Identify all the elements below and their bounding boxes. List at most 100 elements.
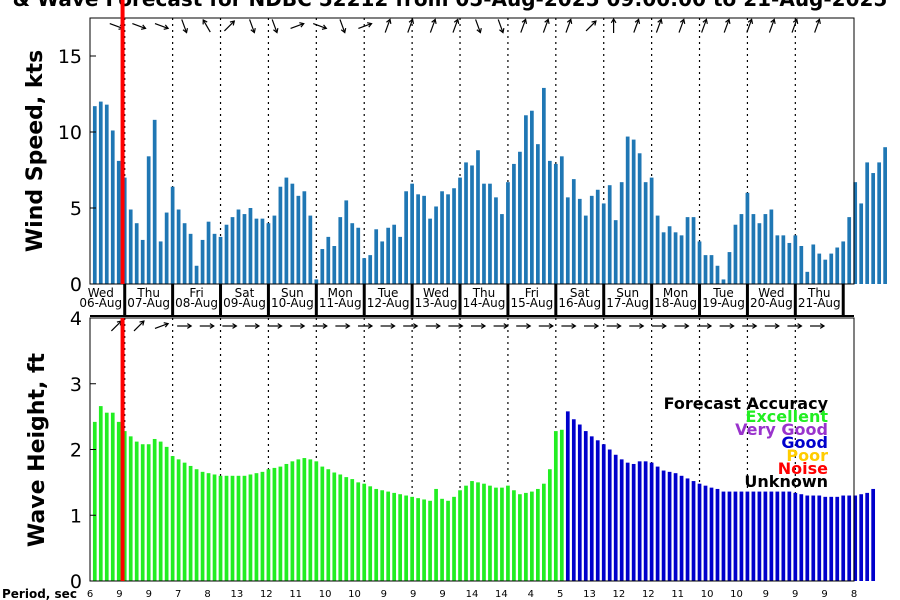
wave-bar <box>386 491 391 581</box>
wave-bar <box>170 456 175 581</box>
wind-bar <box>452 188 456 284</box>
wave-bar <box>458 490 462 581</box>
direction-arrow-head <box>277 323 283 329</box>
wave-bar <box>841 495 846 581</box>
wind-bar <box>811 244 816 284</box>
wave-bar <box>278 466 283 581</box>
wind-bar <box>793 235 798 284</box>
wind-bar <box>392 224 397 284</box>
legend-item: Unknown <box>744 472 828 491</box>
wave-bar <box>98 406 103 581</box>
wind-bar <box>739 214 744 284</box>
wind-bar <box>158 241 163 284</box>
wave-bar <box>284 463 289 581</box>
wave-bar <box>703 485 708 581</box>
wind-bar <box>218 236 223 284</box>
wave-bar <box>188 465 193 581</box>
wave-bar <box>751 491 756 581</box>
direction-arrow <box>633 19 640 33</box>
wind-bar <box>110 130 115 284</box>
direction-arrow <box>655 19 662 33</box>
wind-bar <box>595 189 600 284</box>
period-label: 7 <box>175 589 181 600</box>
direction-arrow-head <box>679 18 686 24</box>
wave-bar <box>853 495 858 581</box>
wind-bar <box>518 151 522 284</box>
direction-arrow-head <box>521 18 528 24</box>
wave-bar <box>122 431 127 581</box>
wind-bar <box>703 255 708 284</box>
wind-bar <box>805 271 810 284</box>
wave-bar <box>230 475 235 581</box>
wave-bar <box>470 481 474 581</box>
wind-bar <box>410 183 414 284</box>
wind-bar <box>721 279 726 284</box>
day-name: Sun <box>616 286 639 300</box>
wave-bar <box>583 431 588 581</box>
wave-y-ticks: 0 1 2 3 4 <box>70 308 96 593</box>
wave-bar <box>673 473 678 581</box>
day-date: 15-Aug <box>510 296 553 310</box>
wave-bar <box>482 483 486 581</box>
wind-bar <box>122 177 127 284</box>
wave-bar <box>158 441 163 581</box>
wave-y-tick-label: 2 <box>70 440 82 462</box>
wave-bar <box>691 481 696 581</box>
wave-bar <box>434 488 438 581</box>
wind-bar <box>92 106 97 284</box>
direction-arrow <box>565 19 572 33</box>
wind-bar <box>374 229 379 284</box>
day-date: 12-Aug <box>367 296 410 310</box>
wind-bar <box>176 209 181 284</box>
wave-bar <box>338 474 343 581</box>
direction-arrow <box>497 19 504 33</box>
wave-bar <box>607 449 612 581</box>
wind-bar <box>482 183 486 284</box>
wind-bar <box>847 217 852 284</box>
period-label: 11 <box>671 589 684 600</box>
wind-bar <box>781 235 786 284</box>
wave-bar <box>781 491 786 581</box>
wind-bar <box>673 232 678 284</box>
direction-arrow-head <box>526 323 532 329</box>
wave-bar <box>362 483 367 581</box>
wind-y-tick-label: 0 <box>70 274 82 296</box>
wave-bar <box>619 459 624 581</box>
wind-bar <box>859 203 864 284</box>
direction-arrow-head <box>774 323 780 329</box>
direction-arrow-head <box>571 323 577 329</box>
wind-bar <box>613 220 618 284</box>
wave-bars <box>92 406 876 581</box>
wave-bar <box>302 458 307 581</box>
direction-arrow-head <box>548 323 554 329</box>
wind-bar <box>398 236 403 284</box>
wave-bar <box>182 462 187 581</box>
wave-bar <box>440 498 444 581</box>
period-label: 8 <box>851 589 857 600</box>
period-label: 5 <box>557 589 563 600</box>
direction-arrow-head <box>725 18 731 24</box>
wind-bar <box>841 241 846 284</box>
wave-bar <box>410 496 414 581</box>
direction-arrow-head <box>453 18 460 24</box>
wind-bar <box>290 183 295 284</box>
wave-bar <box>452 496 456 581</box>
direction-arrow-head <box>706 323 713 329</box>
wave-bar <box>787 491 792 581</box>
wind-bar <box>314 279 319 284</box>
direction-arrow-head <box>729 323 735 329</box>
direction-arrow-head <box>182 28 189 34</box>
wind-day-gridlines <box>124 18 796 284</box>
direction-arrow-head <box>187 323 193 329</box>
day-date: 11-Aug <box>319 296 362 310</box>
wave-bar <box>518 494 522 581</box>
direction-arrow-head <box>232 323 238 329</box>
direction-arrow-head <box>770 18 776 24</box>
wave-bar <box>817 495 822 581</box>
day-date-strip: Wed06-AugThu07-AugFri08-AugSat09-AugSun1… <box>79 284 854 317</box>
wave-bar <box>92 421 97 581</box>
wave-bar <box>428 500 432 581</box>
wave-bar <box>272 467 277 581</box>
